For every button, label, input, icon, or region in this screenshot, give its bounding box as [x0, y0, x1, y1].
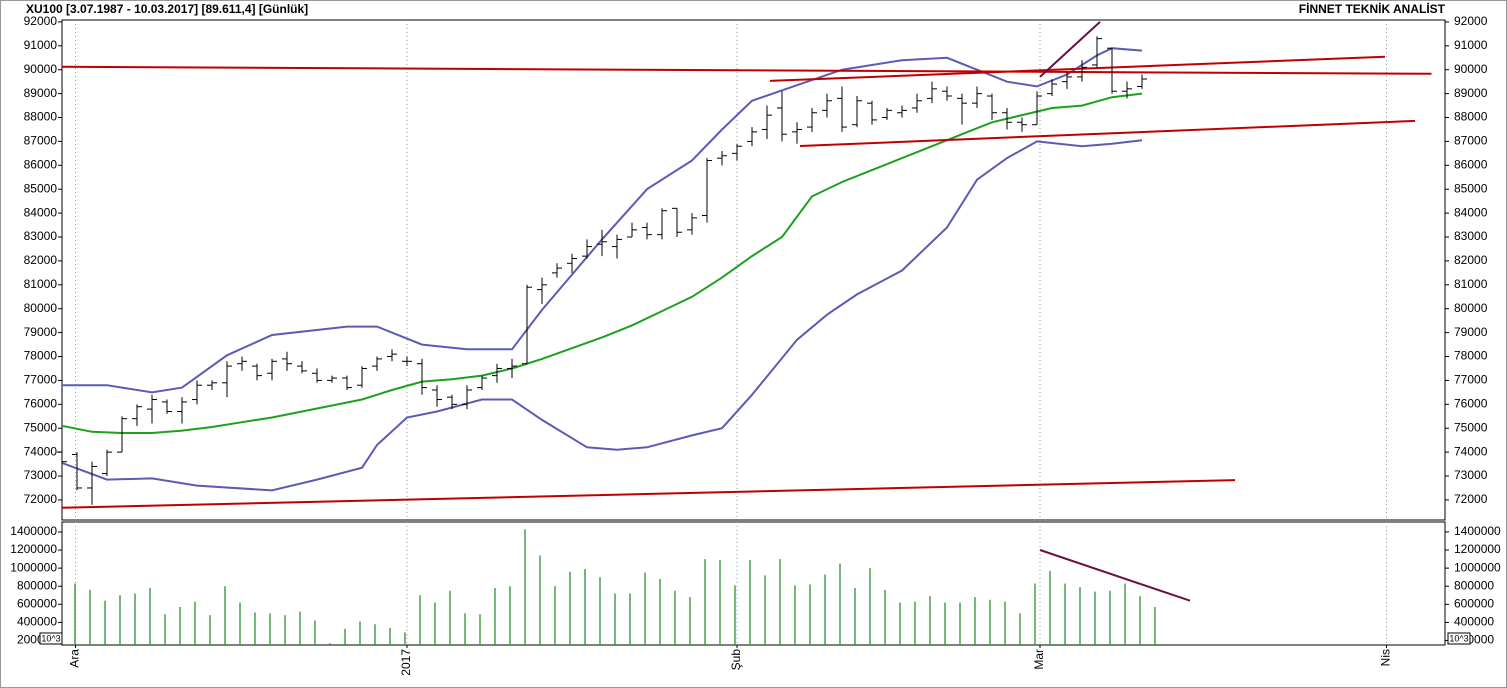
- unit-label: 10^3: [41, 633, 60, 643]
- brand: FİNNET TEKNİK ANALİST: [1299, 1, 1446, 16]
- y-tick-label: 75000: [1454, 420, 1488, 434]
- y-tick-label: 1400000: [10, 524, 57, 538]
- y-tick-label: 84000: [1454, 205, 1488, 219]
- y-tick-label: 86000: [24, 157, 58, 171]
- y-tick-label: 78000: [1454, 349, 1488, 363]
- indicator-line: [61, 139, 1143, 492]
- y-tick-label: 88000: [1454, 110, 1488, 124]
- y-tick-label: 73000: [24, 468, 58, 482]
- indicator-line: [62, 47, 1143, 394]
- y-tick-label: 74000: [24, 444, 58, 458]
- y-tick-label: 85000: [24, 181, 58, 195]
- y-tick-label: 800000: [17, 578, 57, 592]
- y-tick-label: 83000: [24, 229, 58, 243]
- y-tick-label: 74000: [1454, 444, 1488, 458]
- x-tick-label: 2017: [399, 649, 413, 676]
- x-tick-label: Mar: [1032, 649, 1046, 670]
- y-tick-label: 75000: [24, 420, 58, 434]
- plot-frame: [61, 521, 1446, 646]
- y-tick-label: 88000: [24, 110, 58, 124]
- y-tick-label: 600000: [1454, 596, 1494, 610]
- plot-frame: [61, 19, 1446, 521]
- y-tick-label: 90000: [1454, 62, 1488, 76]
- y-tick-label: 82000: [24, 253, 58, 267]
- y-tick-label: 91000: [1454, 38, 1488, 52]
- y-tick-label: 79000: [24, 325, 58, 339]
- y-tick-label: 89000: [24, 86, 58, 100]
- y-tick-label: 1000000: [10, 560, 57, 574]
- y-tick-label: 79000: [1454, 325, 1488, 339]
- y-tick-label: 89000: [1454, 86, 1488, 100]
- indicator-line: [799, 119, 1416, 147]
- y-tick-label: 92000: [24, 14, 58, 28]
- y-tick-label: 86000: [1454, 157, 1488, 171]
- y-tick-label: 83000: [1454, 229, 1488, 243]
- y-tick-label: 1000000: [1454, 560, 1501, 574]
- unit-label: 10^3: [1449, 633, 1468, 643]
- y-tick-label: 1200000: [1454, 542, 1501, 556]
- unit-box: [39, 632, 63, 645]
- y-tick-label: 81000: [24, 277, 58, 291]
- x-tick-label: Ara: [68, 649, 82, 668]
- y-tick-label: 1200000: [10, 542, 57, 556]
- y-tick-label: 72000: [24, 492, 58, 506]
- indicator-line: [769, 55, 1386, 82]
- y-tick-label: 73000: [1454, 468, 1488, 482]
- x-tick-label: Şub: [729, 649, 743, 671]
- y-tick-label: 77000: [24, 373, 58, 387]
- indicator-line: [61, 65, 1432, 75]
- y-tick-label: 600000: [17, 596, 57, 610]
- y-tick-label: 800000: [1454, 578, 1494, 592]
- y-tick-label: 80000: [1454, 301, 1488, 315]
- y-tick-label: 76000: [1454, 396, 1488, 410]
- y-tick-label: 78000: [24, 349, 58, 363]
- y-tick-label: 87000: [1454, 134, 1488, 148]
- y-tick-label: 82000: [1454, 253, 1488, 267]
- x-tick-label: Nis: [1379, 649, 1393, 666]
- y-tick-label: 84000: [24, 205, 58, 219]
- y-tick-label: 92000: [1454, 14, 1488, 28]
- indicator-line: [61, 479, 1236, 509]
- y-tick-label: 77000: [1454, 373, 1488, 387]
- y-tick-label: 87000: [24, 134, 58, 148]
- y-tick-label: 85000: [1454, 181, 1488, 195]
- unit-box: [1447, 632, 1471, 645]
- y-tick-label: 80000: [24, 301, 58, 315]
- y-tick-label: 400000: [1454, 615, 1494, 629]
- y-tick-label: 81000: [1454, 277, 1488, 291]
- y-tick-label: 91000: [24, 38, 58, 52]
- y-tick-label: 400000: [17, 615, 57, 629]
- indicator-line: [1039, 549, 1191, 602]
- y-tick-label: 1400000: [1454, 524, 1501, 538]
- indicator-line: [61, 92, 1143, 434]
- indicator-line: [1039, 21, 1101, 78]
- chart-title: XU100 [3.07.1987 - 10.03.2017] [89.611,4…: [26, 2, 308, 16]
- y-tick-label: 76000: [24, 396, 58, 410]
- y-tick-label: 72000: [1454, 492, 1488, 506]
- y-tick-label: 90000: [24, 62, 58, 76]
